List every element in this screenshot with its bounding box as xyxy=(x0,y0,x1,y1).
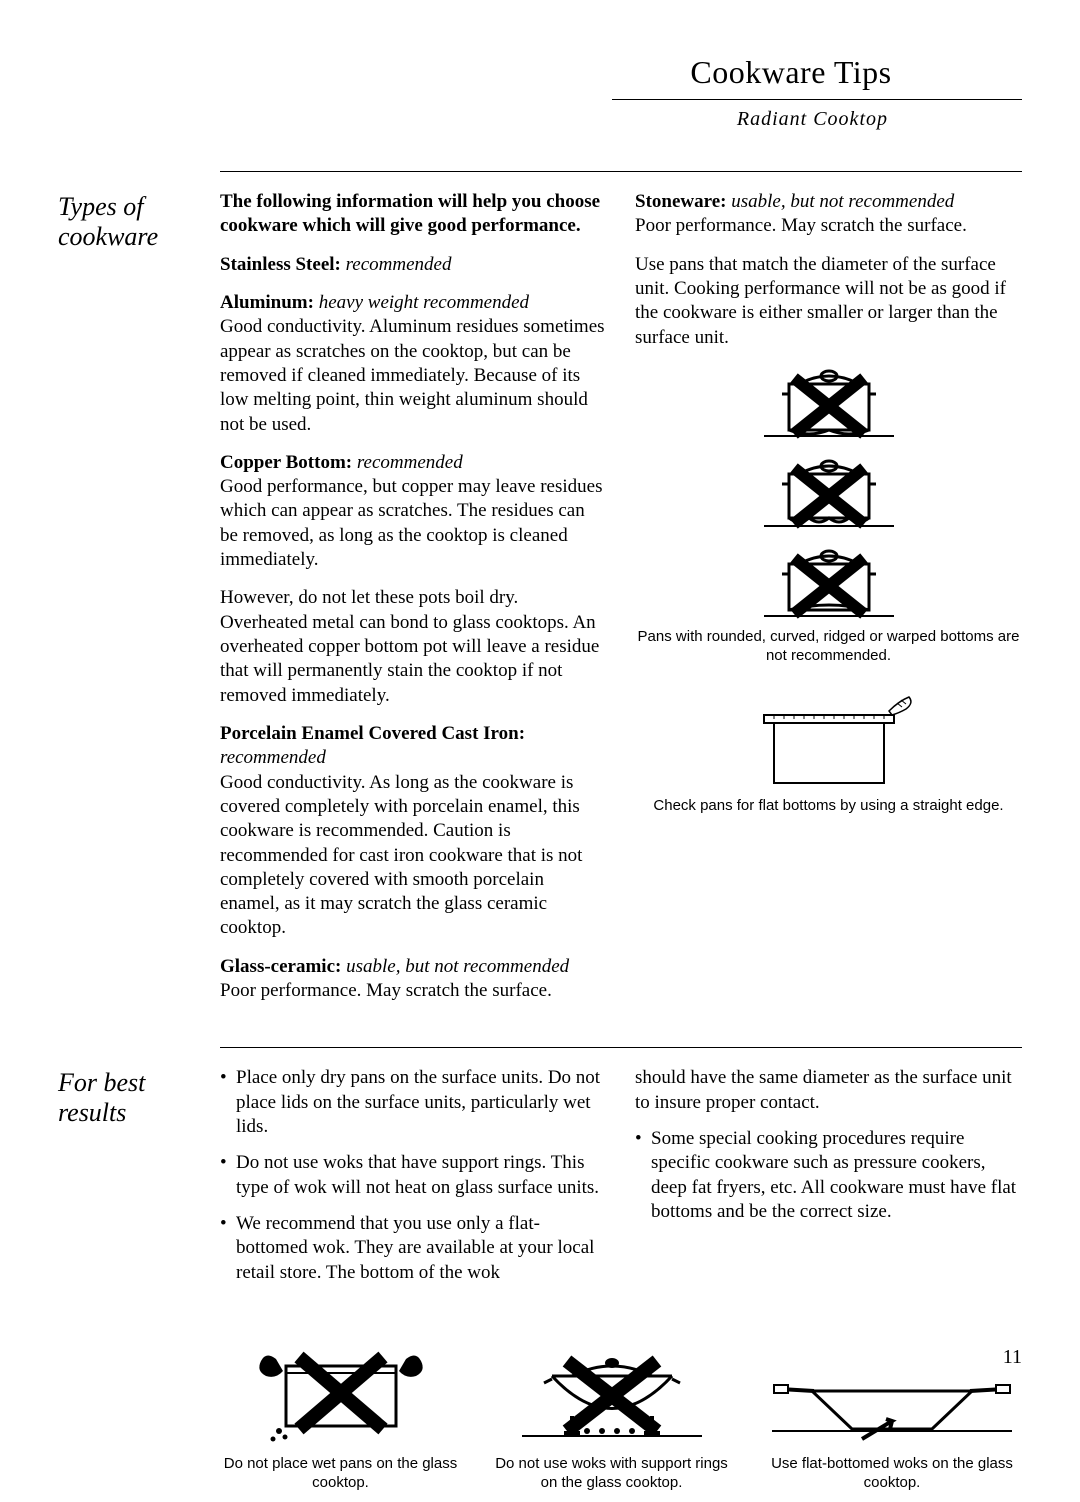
material-name: Stoneware: xyxy=(635,191,726,212)
col-left: • Place only dry pans on the surface uni… xyxy=(220,1066,607,1297)
material-porcelain: Porcelain Enamel Covered Cast Iron: reco… xyxy=(220,722,607,941)
bullet-text: We recommend that you use only a flat-bo… xyxy=(236,1212,607,1285)
list-item: • We recommend that you use only a flat-… xyxy=(220,1212,607,1285)
bullet-icon: • xyxy=(220,1066,236,1139)
material-copper-body2: However, do not let these pots boil dry.… xyxy=(220,586,607,708)
page-number: 11 xyxy=(1003,1346,1022,1369)
material-stoneware: Stoneware: usable, but not recommended P… xyxy=(635,190,1022,239)
flat-check-icon xyxy=(734,683,924,793)
section-divider xyxy=(220,1047,1022,1048)
figure-pot-warped: Pans with rounded, curved, ridged or war… xyxy=(635,544,1022,666)
wet-pan-icon xyxy=(231,1321,451,1451)
col-left: The following information will help you … xyxy=(220,190,607,1017)
diameter-note: Use pans that match the diameter of the … xyxy=(635,253,1022,350)
list-item: • Some special cooking procedures requir… xyxy=(635,1127,1022,1224)
wok-ring-icon xyxy=(502,1321,722,1451)
material-copper: Copper Bottom: recommended Good performa… xyxy=(220,451,607,573)
list-item: • Place only dry pans on the surface uni… xyxy=(220,1066,607,1139)
caption-flat: Check pans for flat bottoms by using a s… xyxy=(653,797,1003,816)
material-glassceramic: Glass-ceramic: usable, but not recommend… xyxy=(220,955,607,1004)
list-item: • Do not use woks that have support ring… xyxy=(220,1151,607,1200)
bullet-text: Place only dry pans on the surface units… xyxy=(236,1066,607,1139)
material-stainless: Stainless Steel: recommended xyxy=(220,253,607,277)
figure-wok-flat: Use flat-bottomed woks on the glass cook… xyxy=(762,1351,1022,1493)
section-for-best-results: For best results • Place only dry pans o… xyxy=(58,1066,1022,1502)
col-right: should have the same diameter as the sur… xyxy=(635,1066,1022,1297)
figure-flat-check: Check pans for flat bottoms by using a s… xyxy=(635,683,1022,816)
material-note: recommended xyxy=(220,747,326,768)
caption-wok-flat: Use flat-bottomed woks on the glass cook… xyxy=(762,1455,1022,1493)
bullet-icon: • xyxy=(635,1127,651,1224)
figure-wok-ring: Do not use woks with support rings on th… xyxy=(491,1321,732,1493)
material-body: Good conductivity. As long as the cookwa… xyxy=(220,772,582,939)
material-name: Copper Bottom: xyxy=(220,452,352,473)
section-label: For best results xyxy=(58,1066,220,1128)
page-title: Cookware Tips xyxy=(560,54,1022,91)
page-subtitle: Radiant Cooktop xyxy=(220,108,888,131)
material-body: Good performance, but copper may leave r… xyxy=(220,476,603,570)
material-body: Poor performance. May scratch the surfac… xyxy=(220,980,552,1001)
material-note: usable, but not recommended xyxy=(346,956,569,977)
pot-warped-icon xyxy=(744,544,914,624)
material-name: Porcelain Enamel Covered Cast Iron: xyxy=(220,723,525,744)
section-label: Types of cookware xyxy=(58,190,220,252)
material-aluminum: Aluminum: heavy weight recommended Good … xyxy=(220,291,607,437)
material-body: Good conductivity. Aluminum residues som… xyxy=(220,316,605,434)
material-note: recommended xyxy=(357,452,463,473)
bullet-continuation: should have the same diameter as the sur… xyxy=(635,1066,1022,1115)
bullet-icon: • xyxy=(220,1212,236,1285)
pot-rounded-icon xyxy=(744,364,914,444)
material-name: Stainless Steel: xyxy=(220,254,341,275)
section-divider xyxy=(220,171,1022,172)
bullet-text: Some special cooking procedures require … xyxy=(651,1127,1022,1224)
material-note: usable, but not recommended xyxy=(731,191,954,212)
bullet-icon: • xyxy=(220,1151,236,1200)
material-body: Poor performance. May scratch the surfac… xyxy=(635,215,967,236)
section-types-of-cookware: Types of cookware The following informat… xyxy=(58,190,1022,1017)
bullet-text: Do not use woks that have support rings.… xyxy=(236,1151,607,1200)
material-name: Glass-ceramic: xyxy=(220,956,341,977)
material-note: recommended xyxy=(346,254,452,275)
material-note: heavy weight recommended xyxy=(319,292,529,313)
title-rule xyxy=(612,99,1022,100)
bottom-figures: Do not place wet pans on the glass cookt… xyxy=(220,1321,1022,1502)
caption-rounded: Pans with rounded, curved, ridged or war… xyxy=(635,628,1022,666)
material-name: Aluminum: xyxy=(220,292,314,313)
pot-curved-icon xyxy=(744,454,914,534)
figure-wet-pan: Do not place wet pans on the glass cookt… xyxy=(220,1321,461,1493)
col-right: Stoneware: usable, but not recommended P… xyxy=(635,190,1022,1017)
wok-flat-icon xyxy=(762,1351,1022,1451)
intro-text: The following information will help you … xyxy=(220,190,607,239)
caption-wet-pan: Do not place wet pans on the glass cookt… xyxy=(220,1455,461,1493)
figure-pot-curved xyxy=(635,454,1022,534)
page-header: Cookware Tips Radiant Cooktop xyxy=(220,54,1022,131)
caption-wok-ring: Do not use woks with support rings on th… xyxy=(491,1455,732,1493)
figure-pot-rounded xyxy=(635,364,1022,444)
